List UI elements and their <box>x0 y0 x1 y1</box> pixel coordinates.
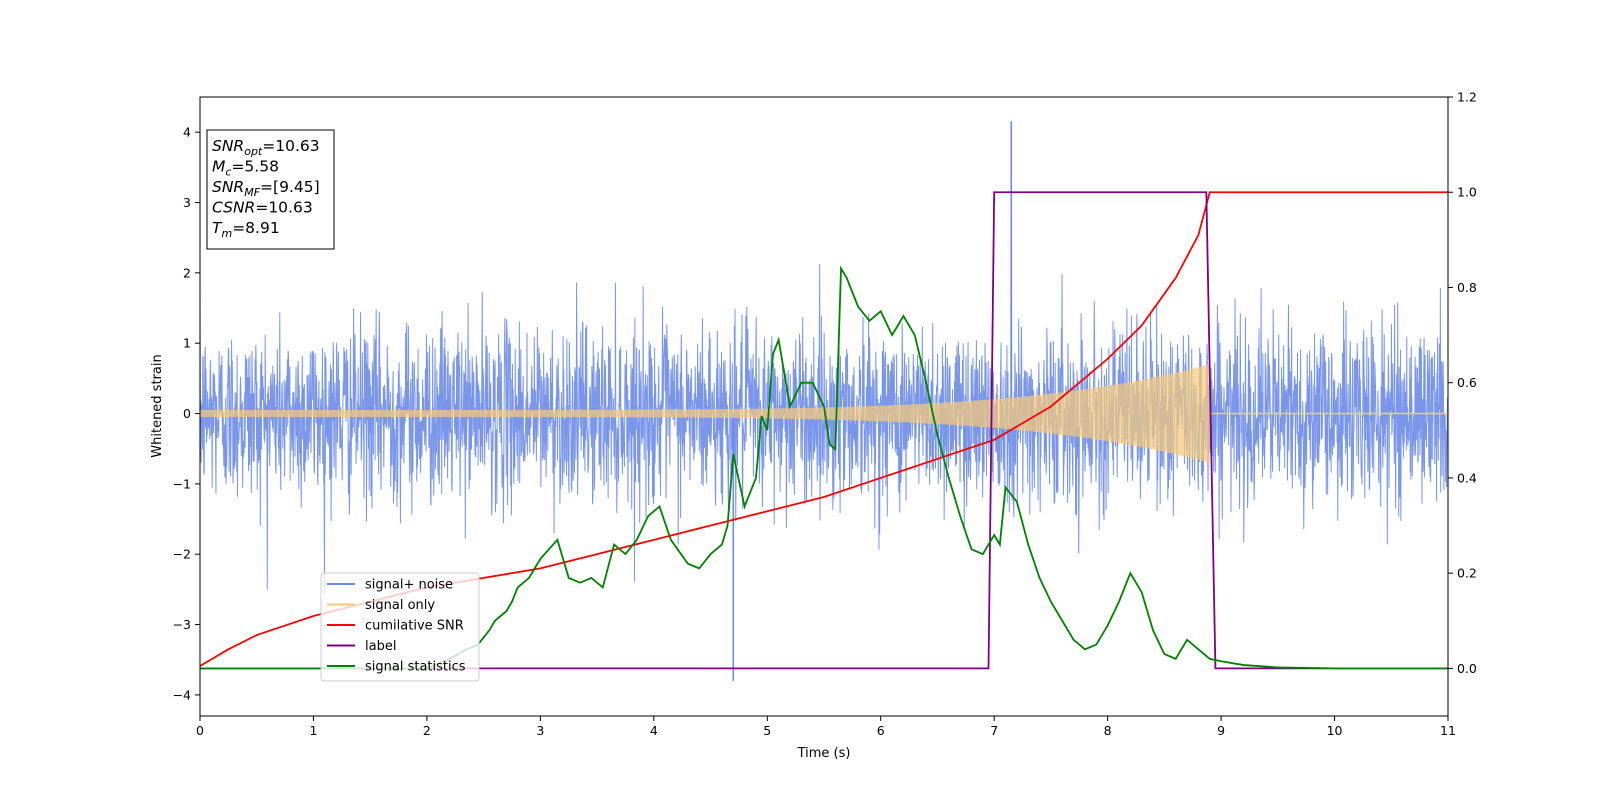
legend-item-signal-statistics: signal statistics <box>365 660 466 675</box>
legend-frame <box>320 572 480 682</box>
x-tick-label: 7 <box>990 723 998 738</box>
series-label-line <box>200 191 1448 670</box>
x-tick-label: 3 <box>536 723 544 738</box>
y-tick-label: −1 <box>173 476 191 491</box>
x-tick-label: 11 <box>1440 723 1456 738</box>
series-signal-noise-line <box>200 121 1448 681</box>
x-tick-label: 9 <box>1217 723 1225 738</box>
x-tick-label: 2 <box>423 723 431 738</box>
annotation-line: Tm=8.91 <box>212 219 280 240</box>
y-tick-label: 3 <box>183 195 191 210</box>
legend-item-label: label <box>365 639 396 654</box>
y-axis-label: Whitened strain <box>150 354 165 457</box>
annotation-line: Mc=5.58 <box>212 158 279 179</box>
legend-item-cumulative-snr: cumilative SNR <box>365 619 464 634</box>
annotation-line: CSNR=10.63 <box>212 199 313 217</box>
legend: signal+ noise signal only cumilative SNR la… <box>320 572 480 682</box>
series-signal-only-envelope <box>200 364 1210 463</box>
y2-tick-label: 0.0 <box>1457 661 1477 676</box>
annotation-frame <box>206 129 335 250</box>
y2-tick-label: 1.2 <box>1457 90 1477 105</box>
x-tick-label: 6 <box>877 723 885 738</box>
x-axis-label: Time (s) <box>797 746 851 761</box>
x-tick-label: 4 <box>650 723 658 738</box>
x-tick-label: 5 <box>763 723 771 738</box>
y-tick-label: −3 <box>173 617 191 632</box>
y-tick-label: 2 <box>183 265 191 280</box>
y2-tick-label: 0.4 <box>1457 470 1477 485</box>
legend-item-signal-noise: signal+ noise <box>365 578 453 593</box>
x-tick-label: 10 <box>1327 723 1343 738</box>
y-tick-label: 4 <box>183 125 191 140</box>
x-tick-label: 0 <box>196 723 204 738</box>
y2-tick-label: 0.8 <box>1457 280 1477 295</box>
y2-tick-label: 0.6 <box>1457 375 1477 390</box>
plot-frame <box>199 96 1449 717</box>
annotation-box: SNRopt=10.63Mc=5.58SNRMF=[9.45]CSNR=10.6… <box>206 129 335 250</box>
x-tick-label: 1 <box>309 723 317 738</box>
y-tick-label: −2 <box>173 547 191 562</box>
y-tick-label: 1 <box>183 336 191 351</box>
y2-tick-label: 0.2 <box>1457 566 1477 581</box>
y2-tick-label: 1.0 <box>1457 185 1477 200</box>
y-tick-label: −4 <box>173 687 191 702</box>
annotation-line: SNRMF=[9.45] <box>212 178 320 199</box>
x-tick-label: 8 <box>1104 723 1112 738</box>
y-tick-label: 0 <box>183 406 191 421</box>
series-signal-statistics-line <box>200 265 1448 670</box>
annotation-line: SNRopt=10.63 <box>212 137 320 158</box>
legend-item-signal-only: signal only <box>365 598 435 613</box>
